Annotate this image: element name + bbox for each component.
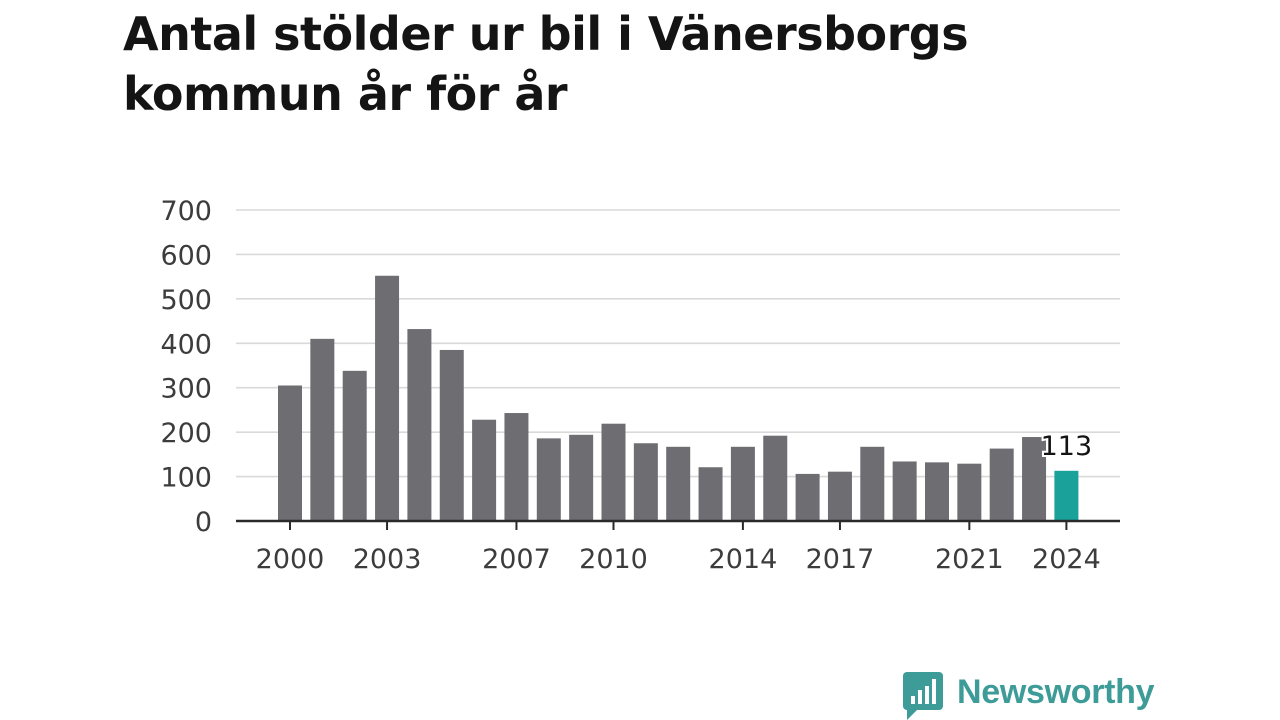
x-tick-label: 2021	[935, 544, 1004, 575]
y-axis-tick-labels: 0 100 200 300 400 500 600 700	[160, 196, 212, 538]
y-tick-label: 400	[160, 329, 212, 360]
y-tick-label: 300	[160, 374, 212, 405]
y-tick-label: 200	[160, 418, 212, 449]
bar-2002	[342, 370, 367, 521]
bar-2022	[989, 448, 1014, 521]
bar-2008	[536, 438, 561, 521]
y-tick-label: 0	[195, 507, 212, 538]
brand-name: Newsworthy	[957, 673, 1155, 711]
chart-title: Antal stölder ur bil i Vänersborgs kommu…	[123, 7, 969, 121]
bar-2003	[375, 275, 400, 521]
bar-2004	[407, 329, 432, 521]
bar-2019	[892, 461, 917, 521]
x-tick-label: 2024	[1032, 544, 1101, 575]
x-axis	[236, 519, 1120, 530]
x-tick-label: 2003	[353, 544, 422, 575]
bar-2020	[925, 462, 949, 521]
y-tick-label: 700	[160, 196, 212, 227]
bar-2009	[569, 434, 594, 521]
bar-2006	[472, 419, 497, 521]
y-tick-label: 600	[160, 240, 212, 271]
x-tick-label: 2007	[482, 544, 551, 575]
x-tick-label: 2017	[806, 544, 875, 575]
data-label-2024: 113	[1041, 431, 1093, 462]
bar-2000	[278, 385, 302, 521]
bar-2021	[957, 463, 982, 521]
bar-2010	[601, 423, 626, 521]
data-labels: 113	[1039, 429, 1095, 464]
bar-chart-speech-bubble-icon	[903, 672, 943, 720]
y-tick-label: 500	[160, 285, 212, 316]
x-tick-label: 2010	[579, 544, 648, 575]
bar-2005	[439, 349, 464, 521]
bar-2011	[633, 443, 658, 521]
bar-2012	[666, 446, 691, 521]
x-tick-label: 2000	[256, 544, 325, 575]
gridlines	[236, 209, 1120, 478]
bar-2023	[1022, 437, 1047, 521]
x-axis-tick-labels: 2000 2003 2007 2010 2014 2017 2021 2024	[256, 544, 1101, 575]
y-tick-label: 100	[160, 463, 212, 494]
x-tick-label: 2014	[709, 544, 778, 575]
bar-2018	[860, 446, 885, 521]
bar-2001	[310, 338, 335, 521]
bar-2017	[827, 471, 852, 521]
bar-2024	[1054, 470, 1079, 521]
bars	[278, 275, 1079, 521]
bar-2007	[504, 413, 529, 521]
bar-2014	[730, 446, 755, 521]
bar-2015	[763, 435, 788, 521]
newsworthy-logo: Newsworthy	[903, 670, 1155, 720]
bar-2016	[795, 473, 820, 521]
bar-2013	[698, 467, 723, 521]
